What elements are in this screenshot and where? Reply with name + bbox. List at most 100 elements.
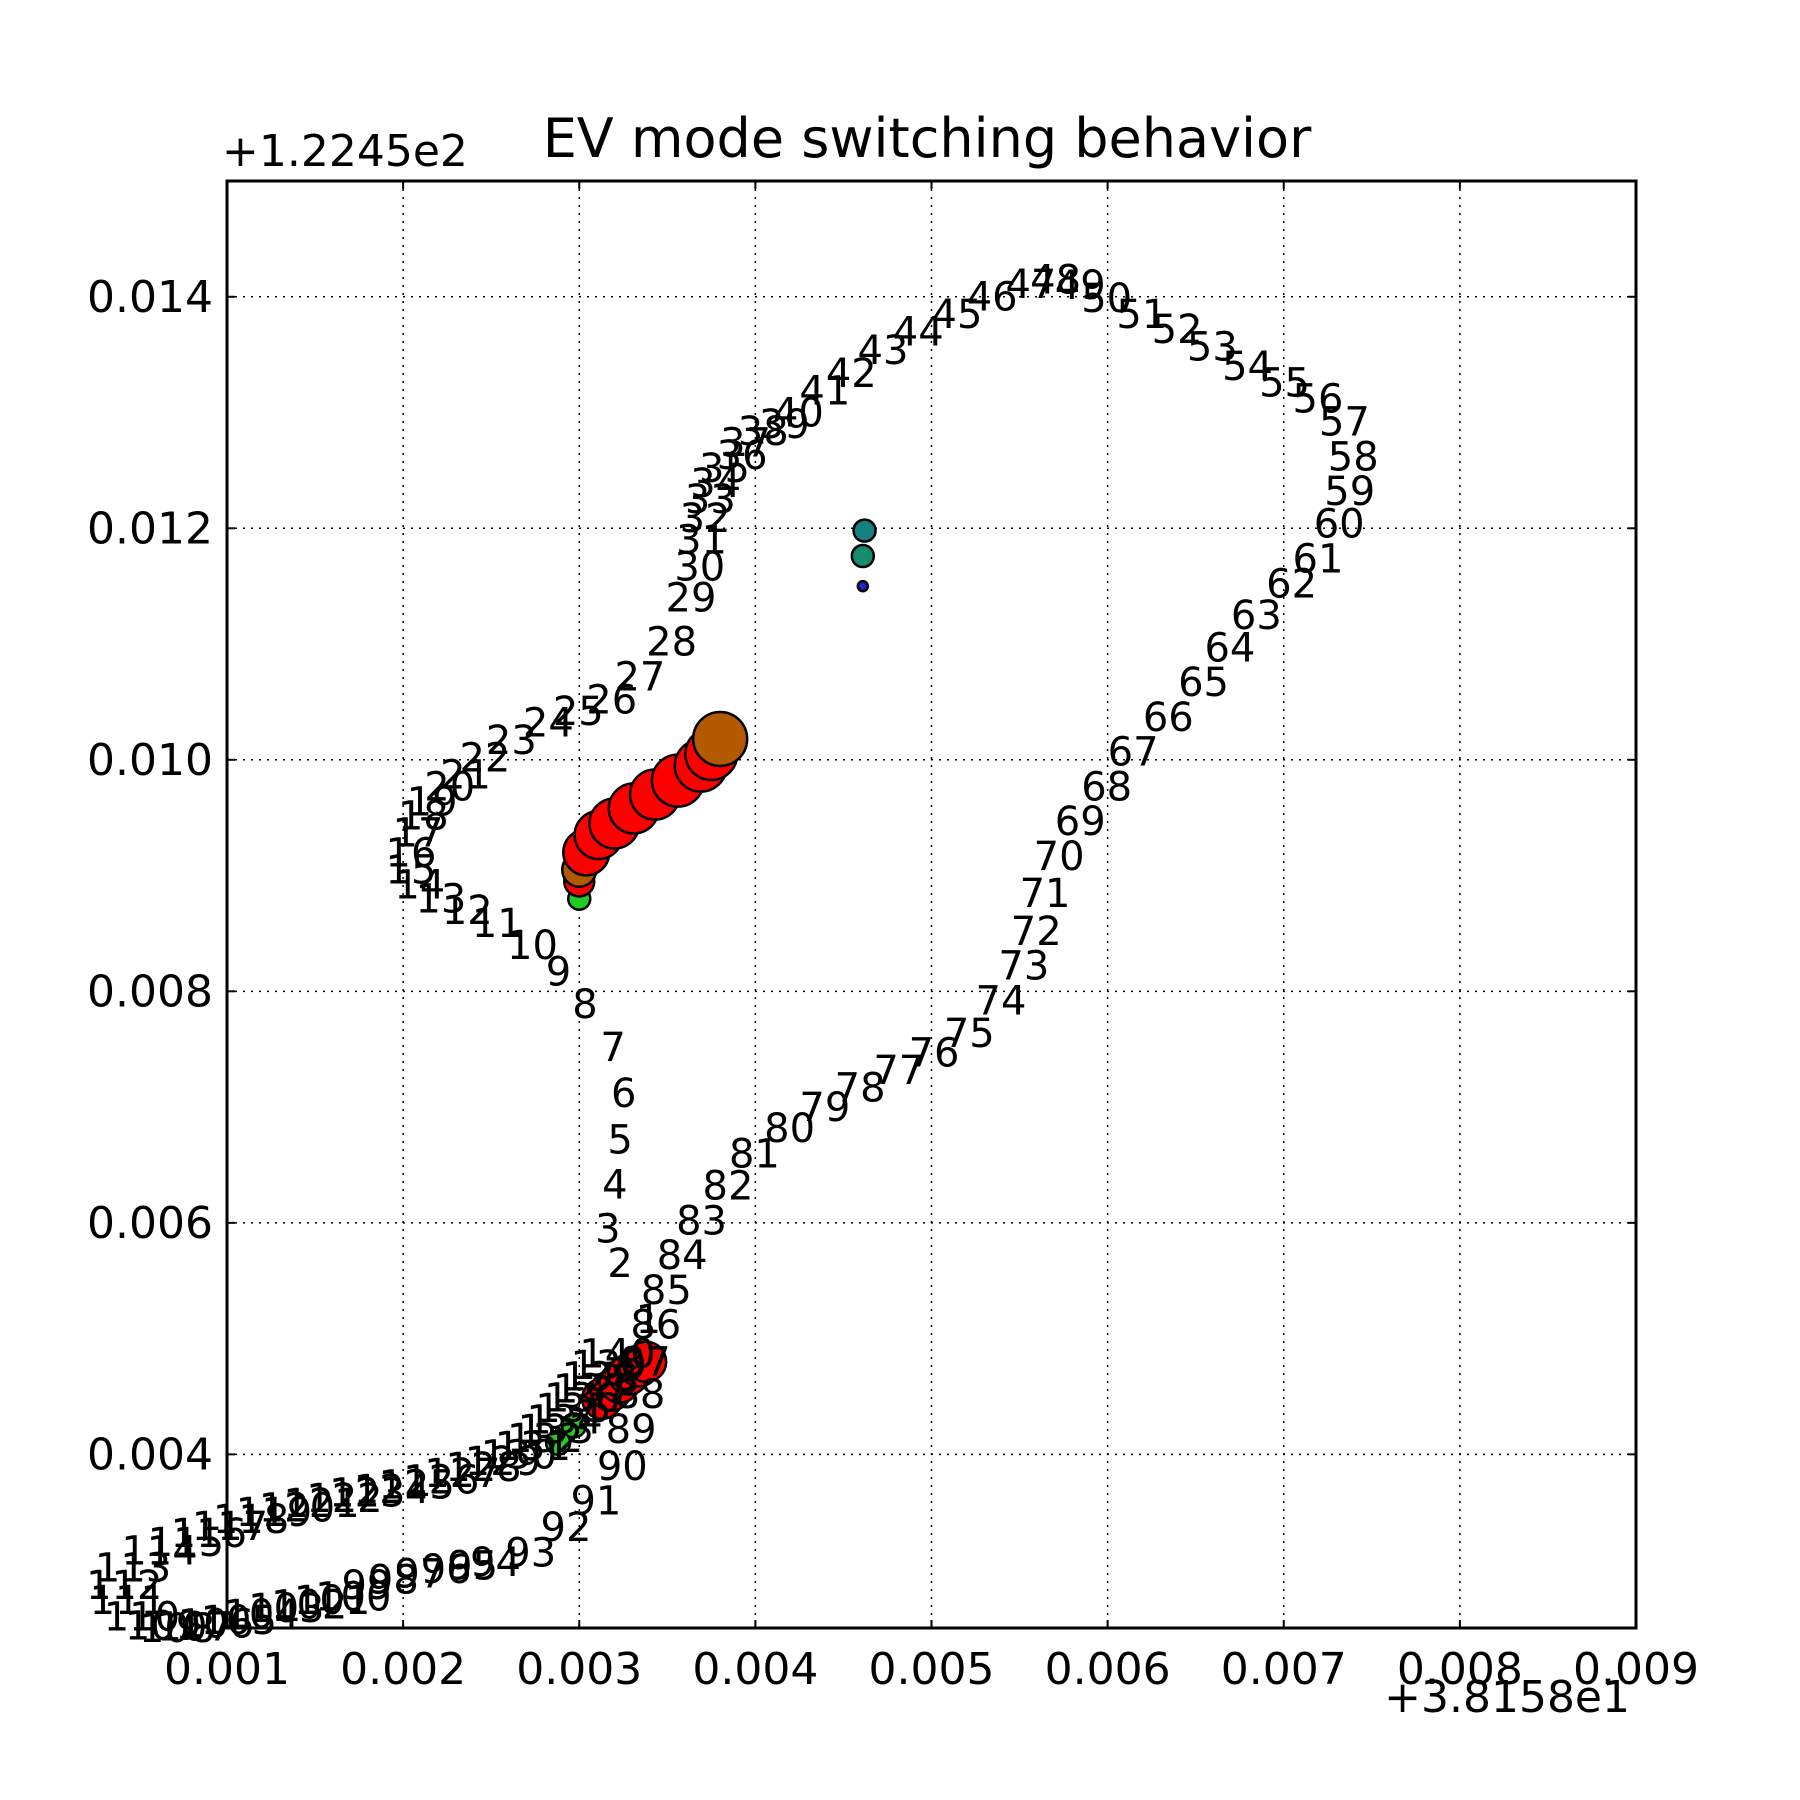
point-index-label: 126: [403, 1458, 479, 1504]
point-index-label: 113: [95, 1546, 171, 1592]
y-offset-label: +1.2245e2: [222, 126, 468, 177]
point-index-label: 103: [248, 1586, 324, 1632]
point-index-label: 96: [421, 1547, 472, 1593]
point-index-label: 15: [386, 848, 437, 894]
point-index-label: 94: [470, 1540, 521, 1586]
point-index-label: 25: [553, 689, 604, 735]
data-point-marker: [624, 1340, 668, 1384]
point-index-label: 79: [799, 1085, 850, 1131]
point-labels-layer: 1234567891011121314151617181920212223242…: [86, 257, 1379, 1652]
point-index-label: 112: [86, 1563, 162, 1609]
point-index-label: 31: [676, 518, 727, 564]
point-index-label: 122: [306, 1476, 382, 1522]
point-index-label: 77: [873, 1048, 924, 1094]
point-index-label: 22: [459, 735, 510, 781]
y-tick-labels: 0.004 0.006 0.008 0.010 0.012 0.014: [87, 272, 213, 1481]
point-index-label: 73: [998, 944, 1049, 990]
point-index-label: 32: [680, 496, 731, 542]
point-index-label: 71: [1020, 871, 1071, 917]
point-index-label: 7: [600, 1025, 625, 1071]
point-index-label: 16: [386, 830, 437, 876]
point-index-label: 30: [674, 544, 725, 590]
point-index-label: 104: [223, 1592, 299, 1638]
point-index-label: 139: [570, 1343, 646, 1389]
point-index-label: 67: [1108, 730, 1159, 776]
data-point-marker: [544, 1429, 572, 1457]
y-tick-label: 0.004: [87, 1429, 213, 1480]
point-index-label: 26: [586, 677, 637, 723]
point-index-label: 3: [595, 1207, 620, 1253]
point-index-label: 107: [157, 1605, 233, 1651]
point-index-label: 66: [1143, 695, 1194, 741]
point-index-label: 95: [447, 1543, 498, 1589]
x-tick-label: 0.003: [516, 1644, 642, 1695]
plot-frame: [225, 179, 1638, 1630]
point-index-label: 115: [148, 1520, 224, 1566]
point-index-label: 105: [201, 1598, 277, 1644]
point-index-label: 27: [614, 654, 665, 700]
y-tick-label: 0.012: [87, 503, 213, 554]
point-index-label: 23: [486, 718, 537, 764]
point-index-label: 60: [1314, 502, 1365, 548]
point-index-label: 39: [759, 402, 810, 448]
point-index-label: 100: [315, 1575, 391, 1621]
point-index-label: 117: [192, 1504, 268, 1550]
point-index-label: 44: [893, 309, 944, 355]
point-index-label: 87: [620, 1340, 671, 1386]
point-index-label: 40: [773, 390, 824, 436]
data-point-marker: [560, 1412, 588, 1439]
y-tick-label: 0.006: [87, 1198, 213, 1249]
point-index-label: 43: [858, 328, 909, 374]
point-index-label: 65: [1178, 660, 1229, 706]
point-index-label: 58: [1328, 434, 1379, 480]
point-index-label: 56: [1293, 377, 1344, 423]
point-index-label: 28: [646, 620, 697, 666]
point-index-label: 98: [368, 1557, 419, 1603]
point-index-label: 132: [507, 1416, 583, 1462]
point-index-label: 123: [329, 1470, 405, 1516]
point-index-label: 89: [606, 1407, 657, 1453]
y-tick-label: 0.008: [87, 966, 213, 1017]
point-index-label: 82: [703, 1164, 754, 1210]
point-index-label: 8: [572, 982, 597, 1028]
point-index-label: 47: [1005, 262, 1056, 308]
point-index-label: 106: [178, 1601, 254, 1647]
data-point-marker: [691, 710, 749, 768]
chart-title: EV mode switching behavior: [543, 107, 1312, 170]
point-index-label: 114: [121, 1528, 197, 1574]
point-index-label: 1: [636, 1297, 661, 1343]
point-index-label: 46: [967, 275, 1018, 321]
point-index-label: 9: [546, 950, 571, 996]
point-index-label: 33: [685, 477, 736, 523]
point-index-label: 72: [1011, 909, 1062, 955]
x-offset-label: +3.8158e1: [1384, 1672, 1630, 1723]
point-index-label: 55: [1259, 360, 1310, 406]
point-index-label: 128: [445, 1445, 521, 1491]
x-tick-label: 0.008: [1397, 1644, 1523, 1695]
point-index-label: 116: [171, 1511, 247, 1557]
point-index-label: 78: [835, 1065, 886, 1111]
point-index-label: 6: [611, 1071, 636, 1117]
point-index-label: 90: [597, 1444, 648, 1490]
x-tick-label: 0.001: [164, 1644, 290, 1695]
point-index-label: 80: [764, 1106, 815, 1152]
point-index-label: 111: [90, 1578, 166, 1624]
point-index-label: 124: [354, 1467, 430, 1513]
point-index-label: 137: [553, 1366, 629, 1412]
point-index-label: 70: [1034, 834, 1085, 880]
grid-lines: [226, 181, 1637, 1628]
x-tick-label: 0.009: [1573, 1644, 1699, 1695]
point-index-label: 64: [1204, 625, 1255, 671]
data-point-marker: [852, 518, 877, 543]
x-tick-label: 0.005: [869, 1644, 995, 1695]
point-index-label: 42: [826, 351, 877, 397]
point-index-label: 53: [1187, 324, 1238, 370]
point-index-label: 83: [676, 1198, 727, 1244]
point-index-label: 21: [440, 753, 491, 799]
x-tick-label: 0.004: [692, 1644, 818, 1695]
point-index-label: 134: [526, 1398, 602, 1444]
point-index-label: 20: [424, 764, 475, 810]
point-index-label: 12: [442, 888, 493, 934]
point-index-label: 61: [1293, 536, 1344, 582]
point-index-label: 35: [699, 446, 750, 492]
